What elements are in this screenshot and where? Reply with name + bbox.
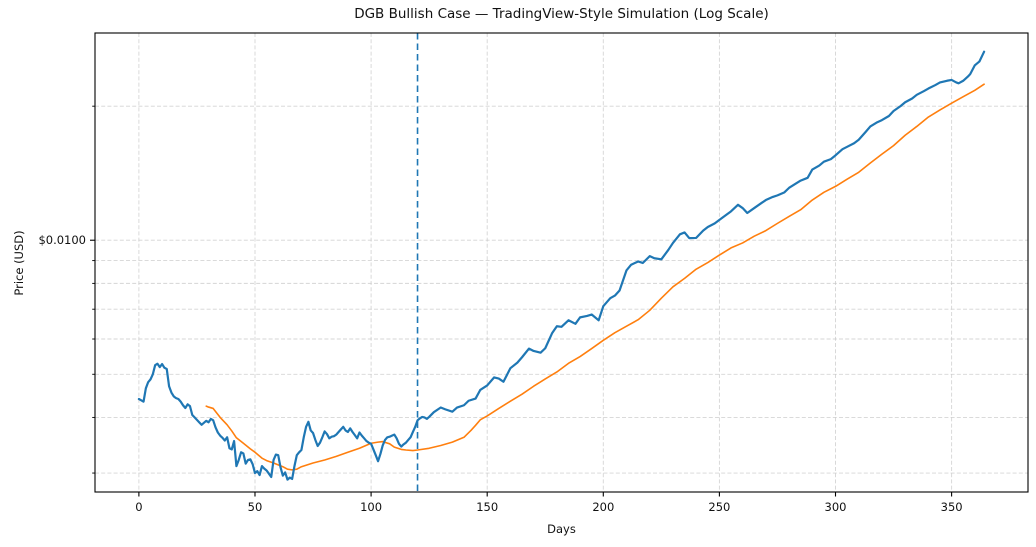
y-axis-title: Price (USD): [12, 230, 26, 296]
x-tick-label: 100: [360, 500, 382, 514]
x-tick-label: 200: [592, 500, 614, 514]
x-tick-label: 150: [476, 500, 498, 514]
simulated-price-line: [137, 50, 986, 481]
y-tick-label: $0.0100: [38, 233, 86, 247]
x-tick-label: 300: [825, 500, 847, 514]
x-tick-label: 250: [708, 500, 730, 514]
x-axis-title: Days: [547, 522, 576, 536]
chart-title: DGB Bullish Case — TradingView-Style Sim…: [354, 6, 769, 22]
plot-border: [94, 32, 1029, 493]
x-tick-label: 0: [135, 500, 142, 514]
x-tick-label: 50: [248, 500, 263, 514]
moving-average-line: [205, 83, 985, 471]
x-tick-label: 350: [941, 500, 963, 514]
